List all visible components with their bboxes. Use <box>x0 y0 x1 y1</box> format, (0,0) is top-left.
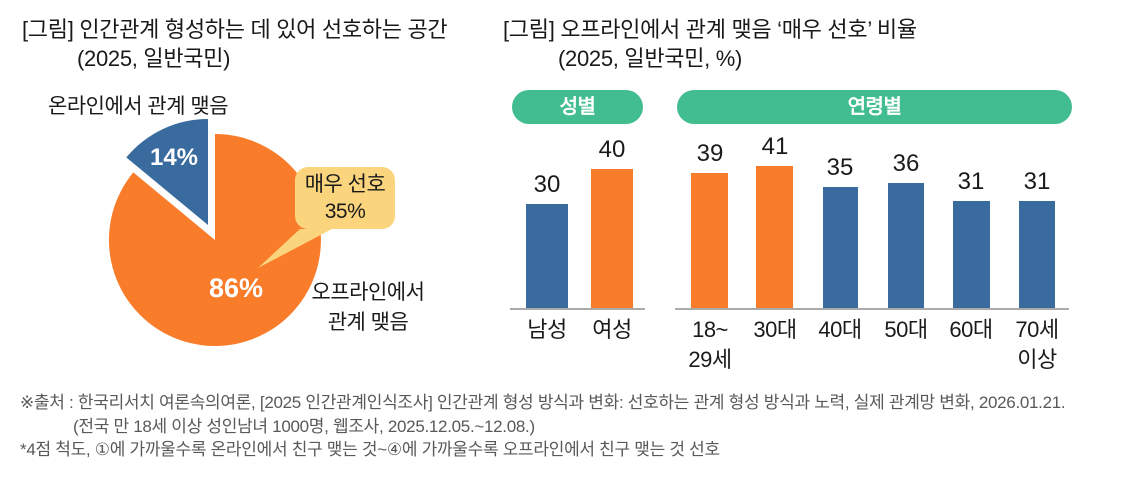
callout-text-line2: 35% <box>324 200 366 223</box>
pie-value-offline: 86% <box>208 273 264 303</box>
right-chart-title-line2: (2025, 일반국민, %) <box>558 46 743 71</box>
bar-value-age-60s: 31 <box>957 167 985 195</box>
bar-age-60s <box>953 200 990 309</box>
bar-male <box>526 204 568 309</box>
pie-slice-offline <box>108 134 321 346</box>
pie-label-online: 온라인에서 관계 맺음 <box>48 95 229 118</box>
bar-age-18-29 <box>691 172 728 309</box>
bar-age-40s <box>823 186 858 309</box>
bar-value-age-40s: 35 <box>826 153 854 181</box>
bar-label-age-18-29: 18~ 29세 <box>688 317 732 372</box>
bar-value-age-70plus: 31 <box>1023 167 1051 195</box>
pie-chart <box>108 118 332 346</box>
bar-value-age-18-29: 39 <box>696 139 724 167</box>
pie-label-offline-line2: 관계 맺음 <box>327 311 409 334</box>
bar-label-male: 남성 <box>527 317 567 342</box>
source-line-3: *4점 척도, ①에 가까울수록 온라인에서 친구 맺는 것~④에 가까울수록 … <box>20 440 720 459</box>
badge-age: 연령별 <box>677 90 1072 124</box>
pie-value-online: 14% <box>149 144 199 171</box>
bar-female <box>591 169 633 309</box>
bar-value-male: 30 <box>533 171 561 198</box>
bar-value-female: 40 <box>598 136 626 163</box>
pie-slice-online <box>126 118 208 225</box>
bar-label-age-40s: 40대 <box>818 317 862 342</box>
bar-value-age-50s: 36 <box>892 150 920 177</box>
bar-label-age-60s: 60대 <box>949 317 993 342</box>
left-chart-title-line1: [그림] 인간관계 형성하는 데 있어 선호하는 공간 <box>22 17 448 42</box>
bar-age-70plus <box>1019 200 1055 309</box>
bar-label-female: 여성 <box>592 317 632 342</box>
right-chart-title-line1: [그림] 오프라인에서 관계 맺음 ‘매우 선호’ 비율 <box>503 17 917 42</box>
left-chart-title-line2: (2025, 일반국민) <box>77 46 231 71</box>
callout-tail <box>258 229 332 268</box>
right-chart-title: [그림] 오프라인에서 관계 맺음 ‘매우 선호’ 비율 (2025, 일반국민… <box>503 15 917 73</box>
bar-age-30s <box>756 165 793 309</box>
bar-label-age-50s: 50대 <box>884 317 928 342</box>
source-line-1: ※출처 : 한국리서치 여론속의여론, [2025 인간관계인식조사] 인간관계… <box>20 393 1066 412</box>
bar-label-age-70plus: 70세 이상 <box>1015 317 1059 372</box>
bar-value-age-30s: 41 <box>761 132 789 160</box>
bar-age-50s <box>888 183 924 309</box>
axis-line-age <box>675 308 1069 310</box>
left-chart-title: [그림] 인간관계 형성하는 데 있어 선호하는 공간 (2025, 일반국민) <box>22 15 448 73</box>
callout-text-line1: 매우 선호 <box>304 173 386 196</box>
source-line-2: (전국 만 18세 이상 성인남녀 1000명, 웹조사, 2025.12.05… <box>73 417 535 436</box>
pie-label-offline-line1: 오프라인에서 <box>311 281 425 304</box>
axis-line-gender <box>510 308 645 310</box>
pie-label-offline: 오프라인에서 관계 맺음 <box>297 278 439 338</box>
badge-gender: 성별 <box>512 90 643 124</box>
bar-label-age-30s: 30대 <box>753 317 797 342</box>
callout-box: 매우 선호 35% <box>295 167 395 229</box>
